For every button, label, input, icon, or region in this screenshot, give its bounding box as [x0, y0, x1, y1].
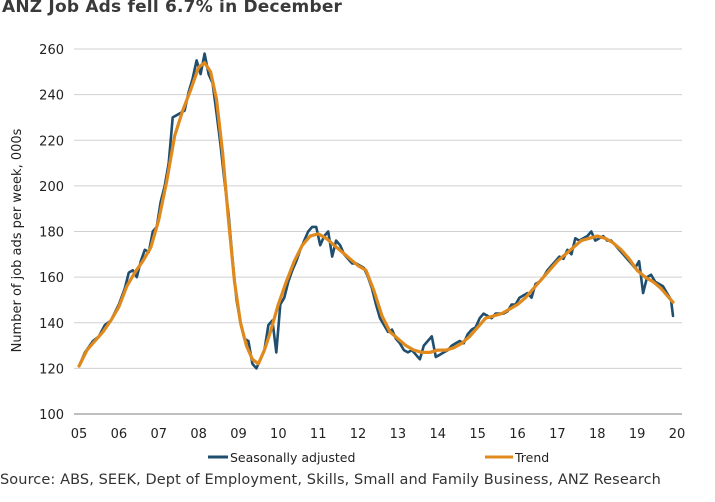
x-tick-label: 16 [509, 427, 526, 442]
x-tick-label: 07 [150, 427, 167, 442]
source-note: Source: ABS, SEEK, Dept of Employment, S… [0, 472, 661, 488]
x-tick-label: 13 [390, 427, 407, 442]
x-tick-label: 18 [589, 427, 606, 442]
legend-trend-label: Trend [514, 450, 549, 465]
x-tick-label: 08 [190, 427, 207, 442]
y-tick-label: 200 [39, 180, 64, 195]
y-axis-tick-labels: 100 120 140 160 180 200 220 240 260 [39, 43, 64, 423]
legend-seasonally-adjusted-label: Seasonally adjusted [230, 450, 355, 465]
x-tick-label: 17 [549, 427, 566, 442]
y-tick-label: 160 [39, 271, 64, 286]
x-tick-label: 19 [629, 427, 646, 442]
chart-title: ANZ Job Ads fell 6.7% in December [2, 0, 343, 17]
x-tick-label: 12 [350, 427, 367, 442]
y-tick-label: 140 [39, 317, 64, 332]
y-tick-label: 260 [39, 43, 64, 58]
x-tick-label: 11 [310, 427, 327, 442]
line-chart: 100 120 140 160 180 200 220 240 260 05 06 07 08 09 10… [10, 43, 686, 465]
y-tick-label: 240 [39, 89, 64, 104]
series-seasonally-adjusted-line [77, 52, 675, 370]
x-tick-label: 20 [669, 427, 686, 442]
x-tick-label: 06 [111, 427, 128, 442]
x-tick-label: 10 [270, 427, 287, 442]
series-trend-line [77, 61, 675, 368]
gridlines [74, 48, 682, 369]
y-tick-label: 100 [39, 408, 64, 423]
x-tick-label: 05 [71, 427, 88, 442]
x-tick-label: 14 [430, 427, 447, 442]
y-axis-title: Number of job ads per week, 000s [10, 128, 25, 352]
legend: Seasonally adjusted Trend [208, 450, 549, 465]
x-axis-tick-labels: 05 06 07 08 09 10 11 12 13 14 15 16 17 18 19 20 [71, 427, 686, 442]
x-tick-label: 15 [469, 427, 486, 442]
y-tick-label: 120 [39, 362, 64, 377]
series-lines [77, 52, 675, 370]
x-tick-label: 09 [230, 427, 247, 442]
y-tick-label: 180 [39, 226, 64, 241]
y-tick-label: 220 [39, 134, 64, 149]
